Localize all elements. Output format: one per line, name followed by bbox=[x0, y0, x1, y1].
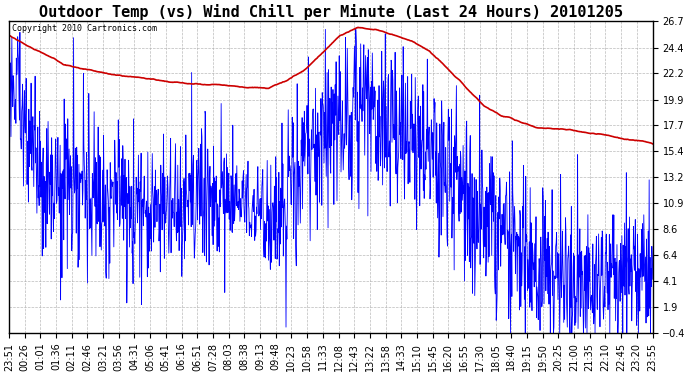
Title: Outdoor Temp (vs) Wind Chill per Minute (Last 24 Hours) 20101205: Outdoor Temp (vs) Wind Chill per Minute … bbox=[39, 4, 623, 20]
Text: Copyright 2010 Cartronics.com: Copyright 2010 Cartronics.com bbox=[12, 24, 157, 33]
